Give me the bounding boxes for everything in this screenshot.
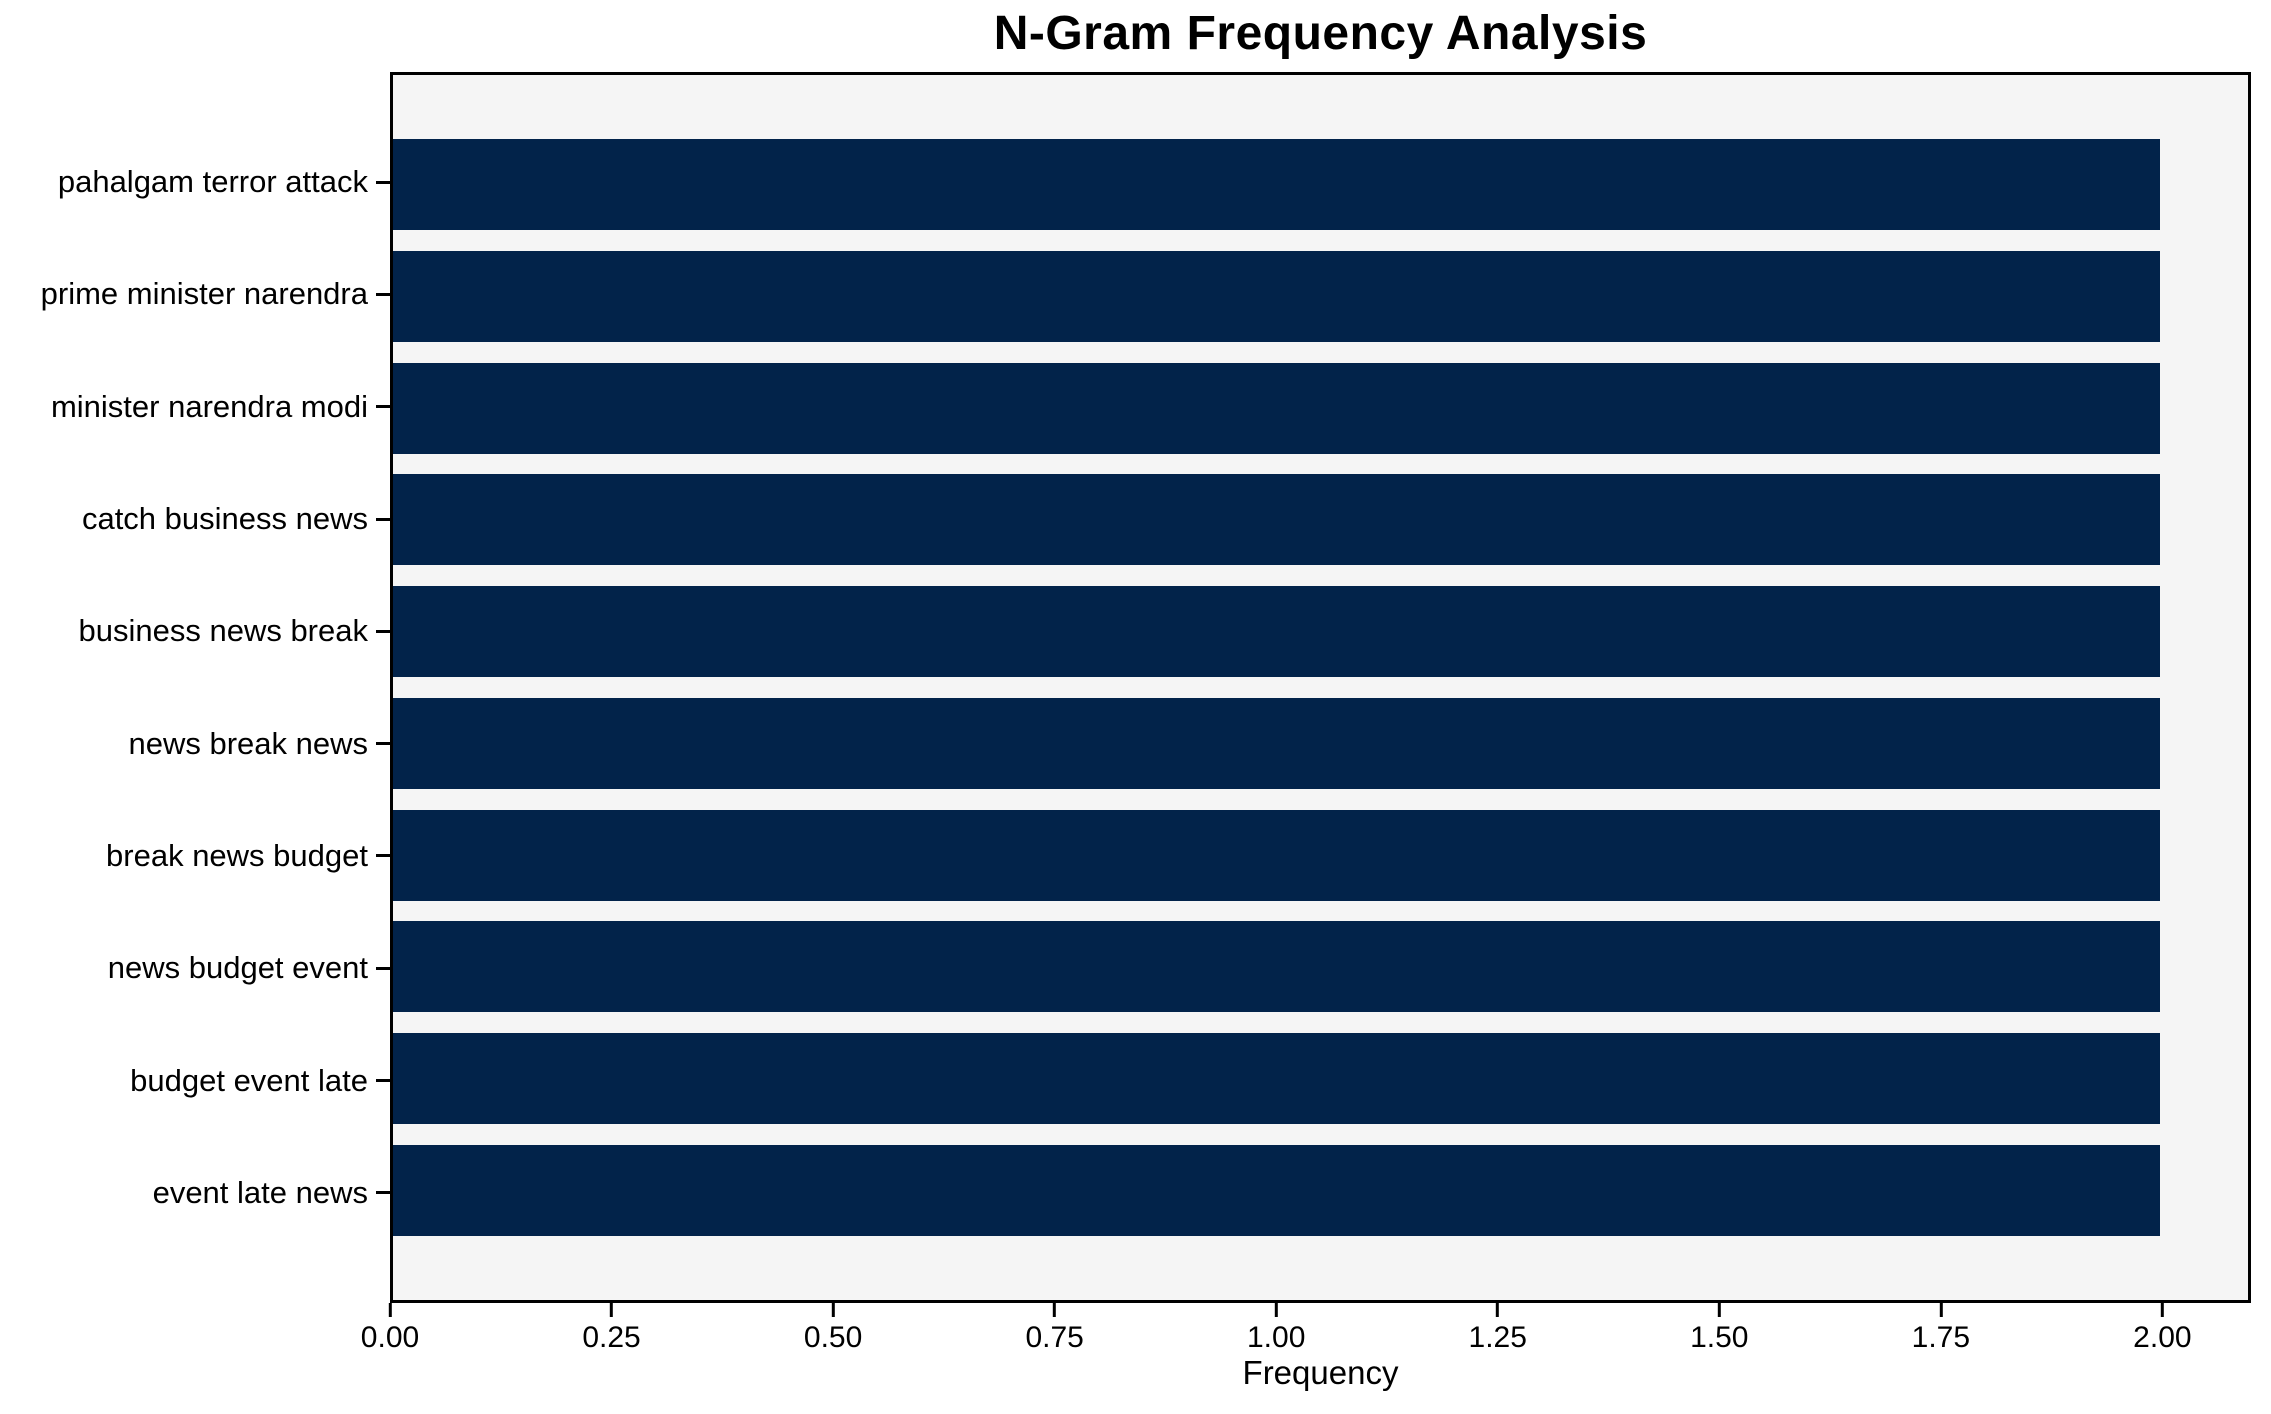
y-tick-row: event late news (0, 1137, 390, 1249)
bar-row (393, 799, 2248, 911)
x-tick-mark (1496, 1303, 1500, 1317)
y-tick-mark (376, 1079, 390, 1083)
y-tick-label: budget event late (130, 1062, 368, 1098)
x-tick-mark (1939, 1303, 1943, 1317)
x-tick-mark (2160, 1303, 2164, 1317)
x-tick-label: 1.00 (1246, 1321, 1306, 1354)
y-tick-row: news budget event (0, 912, 390, 1024)
x-tick: 0.25 (582, 1303, 641, 1355)
y-tick-row: prime minister narendra (0, 238, 390, 350)
y-tick-row: budget event late (0, 1024, 390, 1136)
y-tick-label: event late news (152, 1174, 368, 1210)
x-tick-mark (1053, 1303, 1057, 1317)
y-tick-mark (376, 517, 390, 521)
bar-prime-minister-narendra (393, 251, 2160, 343)
y-tick-label: minister narendra modi (50, 388, 368, 424)
x-tick: 1.25 (1469, 1303, 1527, 1355)
bar-row (393, 1023, 2248, 1135)
bar-row (393, 688, 2248, 800)
y-tick-mark (376, 1191, 390, 1195)
y-tick-label: catch business news (81, 501, 368, 537)
x-axis: 0.00 0.25 0.50 0.75 1.00 1.25 1.50 1.75 2.00 (361, 1303, 2251, 1373)
bar-event-late-news (393, 1144, 2160, 1236)
x-tick-label: 1.50 (1690, 1321, 1749, 1354)
bar-row (393, 241, 2248, 353)
y-tick-mark (376, 292, 390, 296)
x-tick-mark (1274, 1303, 1278, 1317)
y-axis: pahalgam terror attack prime minister nar… (0, 72, 390, 1303)
x-tick: 0.75 (1025, 1303, 1084, 1355)
bar-row (393, 1134, 2248, 1246)
y-tick-row: catch business news (0, 463, 390, 575)
bar-news-break-news (393, 697, 2160, 789)
y-tick-label: prime minister narendra (40, 276, 368, 312)
x-tick: 0.00 (361, 1303, 419, 1355)
y-tick-row: break news budget (0, 800, 390, 912)
y-tick-mark (376, 966, 390, 970)
x-tick-label: 0.25 (582, 1321, 641, 1354)
bar-news-budget-event (393, 921, 2160, 1013)
chart-title: N-Gram Frequency Analysis (993, 7, 1648, 60)
y-tick-label: news budget event (107, 950, 368, 986)
y-tick-label: pahalgam terror attack (57, 164, 368, 200)
bar-minister-narendra-modi (393, 362, 2160, 454)
bar-row (393, 576, 2248, 688)
y-tick-row: business news break (0, 575, 390, 687)
x-tick: 0.50 (804, 1303, 862, 1355)
y-tick-mark (376, 180, 390, 184)
bar-row (393, 129, 2248, 241)
x-tick-label: 1.25 (1468, 1321, 1527, 1354)
bar-budget-event-late (393, 1032, 2160, 1124)
x-tick: 1.00 (1247, 1303, 1305, 1355)
plot-area (390, 72, 2251, 1303)
bar-row (393, 352, 2248, 464)
x-tick-label: 1.75 (1911, 1321, 1971, 1354)
bar-pahalgam-terror-attack (393, 139, 2160, 231)
bar-business-news-break (393, 586, 2160, 678)
x-tick-label: 0.75 (1025, 1321, 1084, 1354)
x-tick-mark (610, 1303, 614, 1317)
bars-container (393, 75, 2248, 1300)
y-tick-label: break news budget (106, 837, 368, 873)
x-tick-mark (388, 1303, 392, 1317)
y-tick-row: news break news (0, 687, 390, 799)
y-tick-row: minister narendra modi (0, 351, 390, 463)
y-tick-mark (376, 629, 390, 633)
bar-catch-business-news (393, 474, 2160, 566)
y-tick-mark (376, 854, 390, 858)
bar-row (393, 464, 2248, 576)
x-tick-label: 0.00 (360, 1321, 420, 1354)
x-tick-label: 2.00 (2133, 1321, 2192, 1354)
x-tick: 2.00 (2133, 1303, 2192, 1355)
x-tick-mark (1717, 1303, 1721, 1317)
x-tick: 1.50 (1690, 1303, 1748, 1355)
y-tick-label: news break news (128, 725, 368, 761)
y-tick-row: pahalgam terror attack (0, 126, 390, 238)
x-tick: 1.75 (1912, 1303, 1970, 1355)
bar-row (393, 911, 2248, 1023)
x-tick-label: 0.50 (803, 1321, 863, 1354)
y-tick-label: business news break (78, 613, 369, 649)
x-axis-title: Frequency (1242, 1354, 1399, 1391)
y-tick-mark (376, 742, 390, 746)
bar-break-news-budget (393, 809, 2160, 901)
x-tick-mark (831, 1303, 835, 1317)
y-tick-mark (376, 405, 390, 409)
